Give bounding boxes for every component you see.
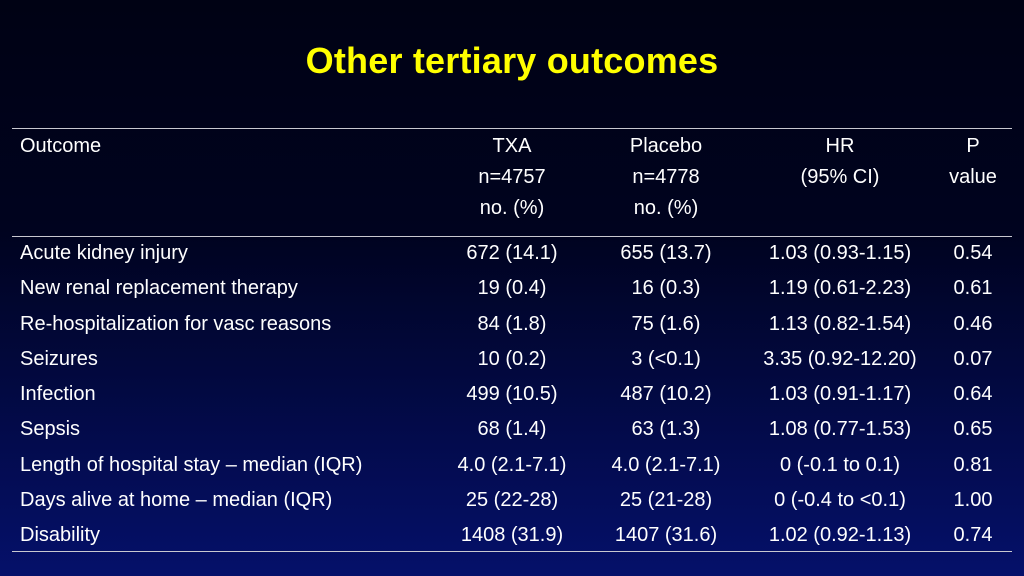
header-placebo-line-3: no. (%) — [633, 197, 699, 219]
cell-placebo: 1407 (31.6) — [614, 524, 718, 547]
table-row: Disability 1408 (31.9) 1407 (31.6) 1.02 … — [0, 520, 1024, 555]
cell-outcome: New renal replacement therapy — [20, 277, 298, 300]
cell-outcome: Re-hospitalization for vasc reasons — [20, 312, 332, 335]
table-top-rule — [12, 128, 1012, 129]
cell-txa: 84 (1.8) — [477, 312, 547, 335]
header-hr-line-2: (95% CI) — [800, 166, 880, 188]
table-body: Acute kidney injury 672 (14.1) 655 (13.7… — [0, 238, 1024, 556]
cell-placebo: 4.0 (2.1-7.1) — [611, 453, 721, 476]
header-txa-line-1: TXA — [492, 135, 532, 157]
cell-hr: 1.02 (0.92-1.13) — [768, 524, 912, 547]
cell-p-value: 0.46 — [953, 312, 993, 335]
header-p-line-2: value — [949, 166, 997, 188]
cell-p-value: 0.65 — [953, 418, 993, 441]
cell-hr: 1.13 (0.82-1.54) — [768, 312, 912, 335]
cell-placebo: 655 (13.7) — [620, 242, 712, 264]
header-placebo-line-2: n=4778 — [632, 166, 700, 188]
header-outcome-line: Outcome — [20, 135, 102, 157]
cell-hr: 1.08 (0.77-1.53) — [768, 418, 912, 441]
header-hr-line-1: HR — [825, 135, 855, 157]
table-row: Days alive at home – median (IQR) 25 (22… — [0, 485, 1024, 520]
cell-p-value: 0.64 — [953, 383, 993, 406]
cell-p-value: 0.07 — [953, 347, 993, 370]
cell-outcome: Days alive at home – median (IQR) — [20, 489, 333, 512]
cell-placebo: 25 (21-28) — [619, 489, 713, 512]
table-row: Acute kidney injury 672 (14.1) 655 (13.7… — [0, 238, 1024, 273]
header-txa-line-2: n=4757 — [478, 166, 546, 188]
cell-txa: 19 (0.4) — [477, 277, 547, 300]
table-row: New renal replacement therapy 19 (0.4) 1… — [0, 273, 1024, 308]
cell-outcome: Sepsis — [20, 418, 81, 441]
cell-placebo: 3 (<0.1) — [631, 347, 701, 370]
cell-p-value: 0.74 — [953, 524, 993, 547]
cell-outcome: Acute kidney injury — [20, 242, 188, 264]
cell-outcome: Infection — [20, 383, 96, 406]
cell-txa: 25 (22-28) — [465, 489, 559, 512]
cell-txa: 1408 (31.9) — [460, 524, 564, 547]
header-placebo-line-1: Placebo — [629, 135, 703, 157]
cell-placebo: 63 (1.3) — [631, 418, 701, 441]
cell-p-value: 0.81 — [953, 453, 993, 476]
cell-hr: 1.19 (0.61-2.23) — [768, 277, 912, 300]
table-row: Infection 499 (10.5) 487 (10.2) 1.03 (0.… — [0, 379, 1024, 414]
cell-txa: 10 (0.2) — [477, 347, 547, 370]
header-placebo: Placebo n=4778 no. (%) — [604, 131, 728, 224]
cell-hr: 3.35 (0.92-12.20) — [763, 347, 917, 370]
cell-txa: 68 (1.4) — [477, 418, 547, 441]
cell-outcome: Length of hospital stay – median (IQR) — [20, 453, 363, 476]
cell-hr: 0 (-0.4 to <0.1) — [774, 489, 906, 512]
cell-hr: 1.03 (0.93-1.15) — [768, 242, 912, 264]
header-txa-line-3: no. (%) — [479, 197, 545, 219]
table-header-rule — [12, 236, 1012, 237]
header-outcome: Outcome — [20, 131, 101, 162]
cell-placebo: 16 (0.3) — [631, 277, 701, 300]
table-row: Length of hospital stay – median (IQR) 4… — [0, 450, 1024, 485]
cell-txa: 4.0 (2.1-7.1) — [457, 453, 567, 476]
table-row: Re-hospitalization for vasc reasons 84 (… — [0, 309, 1024, 344]
cell-placebo: 487 (10.2) — [620, 383, 712, 406]
header-p: P value — [938, 131, 1008, 193]
cell-hr: 0 (-0.1 to 0.1) — [779, 453, 901, 476]
cell-txa: 499 (10.5) — [466, 383, 558, 406]
cell-outcome: Seizures — [20, 347, 98, 370]
cell-txa: 672 (14.1) — [466, 242, 558, 264]
header-hr: HR (95% CI) — [752, 131, 928, 193]
cell-outcome: Disability — [20, 524, 101, 547]
cell-p-value: 0.61 — [953, 277, 993, 300]
table-row: Sepsis 68 (1.4) 63 (1.3) 1.08 (0.77-1.53… — [0, 414, 1024, 449]
cell-hr: 1.03 (0.91-1.17) — [768, 383, 912, 406]
cell-placebo: 75 (1.6) — [631, 312, 701, 335]
header-txa: TXA n=4757 no. (%) — [450, 131, 574, 224]
cell-p-value: 0.54 — [953, 242, 993, 264]
table-bottom-rule — [12, 551, 1012, 552]
slide-title: Other tertiary outcomes — [305, 40, 719, 81]
table-row: Seizures 10 (0.2) 3 (<0.1) 3.35 (0.92-12… — [0, 344, 1024, 379]
cell-p-value: 1.00 — [953, 489, 993, 512]
header-p-line-1: P — [966, 135, 980, 157]
